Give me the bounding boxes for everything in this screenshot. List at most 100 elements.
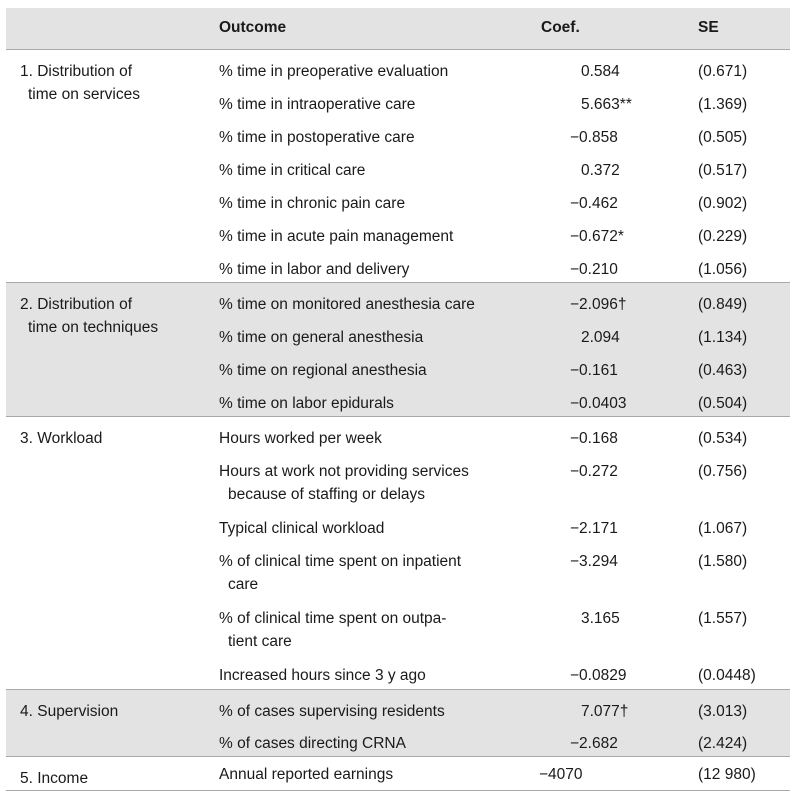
header-coef: Coef. bbox=[541, 19, 580, 36]
se-cell: (0.463) bbox=[698, 362, 748, 379]
se-cell: (0.849) bbox=[698, 296, 748, 313]
table-group: 1. Distribution of time on services % time… bbox=[6, 50, 790, 283]
group-label-line: 2. Distribution of bbox=[20, 296, 132, 313]
coef-cell: 0.372 bbox=[581, 162, 620, 179]
outcome-cell: % time in acute pain management bbox=[219, 225, 529, 248]
coef-cell: −0.0403 bbox=[570, 395, 627, 412]
group-label-line: 3. Workload bbox=[20, 430, 103, 447]
outcome-text: % time on monitored anesthesia care bbox=[219, 296, 475, 313]
se-cell: (0.756) bbox=[698, 463, 748, 480]
outcome-cell: Hours at work not providing services beca… bbox=[219, 460, 529, 506]
group-label-line: 5. Income bbox=[20, 770, 89, 787]
outcome-cell: % time in labor and delivery bbox=[219, 258, 529, 281]
coef-cell: −0.0829 bbox=[570, 667, 627, 684]
outcome-text: Hours worked per week bbox=[219, 430, 382, 447]
outcome-text: % of clinical time spent on inpatient bbox=[219, 553, 462, 570]
outcome-text: % of clinical time spent on outpa- bbox=[219, 610, 447, 627]
coef-cell: 7.077† bbox=[581, 703, 629, 720]
regression-table: Outcome Coef. SE 1. Distribution of time … bbox=[6, 8, 790, 791]
group-label-line: 1. Distribution of bbox=[20, 63, 132, 80]
outcome-cell: % time in critical care bbox=[219, 159, 529, 182]
se-cell: (1.557) bbox=[698, 610, 748, 627]
outcome-cell: Increased hours since 3 y ago bbox=[219, 664, 529, 687]
outcome-text: % time in preoperative evaluation bbox=[219, 63, 449, 80]
coef-cell: 0.584 bbox=[581, 63, 620, 80]
se-cell: (1.067) bbox=[698, 520, 748, 537]
outcome-cell: % time on regional anesthesia bbox=[219, 359, 529, 382]
coef-cell: −0.462 bbox=[570, 195, 618, 212]
outcome-cell: % time on labor epidurals bbox=[219, 392, 529, 415]
coef-cell: −2.096† bbox=[570, 296, 627, 313]
table-body: 1. Distribution of time on services % time… bbox=[6, 50, 790, 791]
table-group: 5. Income Annual reported earnings −4070 (1… bbox=[6, 757, 790, 791]
coef-cell: −0.672* bbox=[570, 228, 624, 245]
se-cell: (0.504) bbox=[698, 395, 748, 412]
outcome-text: % time on general anesthesia bbox=[219, 329, 424, 346]
outcome-text: % time on regional anesthesia bbox=[219, 362, 427, 379]
table-group: 4. Supervision % of cases supervising res… bbox=[6, 690, 790, 757]
group-label: 5. Income bbox=[18, 767, 208, 790]
outcome-cell: % of clinical time spent on outpa-tient … bbox=[219, 607, 529, 653]
outcome-text: % time in labor and delivery bbox=[219, 261, 410, 278]
header-se: SE bbox=[698, 19, 719, 36]
group-label-line: time on services bbox=[28, 86, 140, 103]
outcome-text: Hours at work not providing services bbox=[219, 463, 469, 480]
group-label-line: time on techniques bbox=[28, 319, 159, 336]
outcome-text: Typical clinical workload bbox=[219, 520, 385, 537]
outcome-text: % of cases supervising residents bbox=[219, 703, 445, 720]
coef-cell: 2.094 bbox=[581, 329, 620, 346]
se-cell: (1.056) bbox=[698, 261, 748, 278]
se-cell: (0.902) bbox=[698, 195, 748, 212]
table-header: Outcome Coef. SE bbox=[6, 8, 790, 50]
outcome-text: % time in intraoperative care bbox=[219, 96, 416, 113]
coef-cell: −0.168 bbox=[570, 430, 618, 447]
se-cell: (1.134) bbox=[698, 329, 748, 346]
outcome-text: Annual reported earnings bbox=[219, 766, 394, 783]
outcome-cell: Hours worked per week bbox=[219, 427, 529, 450]
se-cell: (1.580) bbox=[698, 553, 748, 570]
outcome-text: % time in postoperative care bbox=[219, 129, 415, 146]
se-cell: (1.369) bbox=[698, 96, 748, 113]
outcome-cell: Typical clinical workload bbox=[219, 517, 529, 540]
group-label: 3. Workload bbox=[18, 427, 208, 450]
table-group: 2. Distribution of time on techniques % ti… bbox=[6, 283, 790, 417]
se-cell: (0.534) bbox=[698, 430, 748, 447]
coef-cell: −0.161 bbox=[570, 362, 618, 379]
se-cell: (0.517) bbox=[698, 162, 748, 179]
outcome-cell: % of cases directing CRNA bbox=[219, 732, 529, 755]
table-group: 3. Workload Hours worked per week −0.168 (0… bbox=[6, 417, 790, 690]
coef-cell: −2.171 bbox=[570, 520, 618, 537]
se-cell: (0.671) bbox=[698, 63, 748, 80]
outcome-cell: % time in postoperative care bbox=[219, 126, 529, 149]
se-cell: (2.424) bbox=[698, 735, 748, 752]
se-cell: (3.013) bbox=[698, 703, 748, 720]
outcome-text-continued: care bbox=[228, 576, 259, 593]
header-outcome: Outcome bbox=[219, 19, 287, 36]
coef-cell: −2.682 bbox=[570, 735, 618, 752]
group-label: 2. Distribution of time on techniques bbox=[18, 293, 208, 339]
outcome-text: % time in acute pain management bbox=[219, 228, 454, 245]
coef-cell: 3.165 bbox=[581, 610, 620, 627]
outcome-cell: % time in intraoperative care bbox=[219, 93, 529, 116]
outcome-text-continued: because of staffing or delays bbox=[228, 486, 426, 503]
se-cell: (0.505) bbox=[698, 129, 748, 146]
outcome-cell: % time in preoperative evaluation bbox=[219, 60, 529, 83]
group-label-line: 4. Supervision bbox=[20, 703, 119, 720]
outcome-text-continued: tient care bbox=[228, 633, 292, 650]
se-cell: (0.229) bbox=[698, 228, 748, 245]
outcome-text: % time in chronic pain care bbox=[219, 195, 406, 212]
outcome-text: % of cases directing CRNA bbox=[219, 735, 406, 752]
coef-cell: −0.272 bbox=[570, 463, 618, 480]
coef-cell: −0.858 bbox=[570, 129, 618, 146]
group-label: 1. Distribution of time on services bbox=[18, 60, 208, 106]
outcome-cell: Annual reported earnings bbox=[219, 763, 529, 786]
se-cell: (0.0448) bbox=[698, 667, 756, 684]
se-cell: (12 980) bbox=[698, 766, 756, 783]
coef-cell: 5.663** bbox=[581, 96, 632, 113]
coef-cell: −0.210 bbox=[570, 261, 618, 278]
outcome-cell: % time on general anesthesia bbox=[219, 326, 529, 349]
group-label: 4. Supervision bbox=[18, 700, 208, 723]
outcome-cell: % time in chronic pain care bbox=[219, 192, 529, 215]
outcome-text: % time on labor epidurals bbox=[219, 395, 394, 412]
outcome-text: Increased hours since 3 y ago bbox=[219, 667, 426, 684]
